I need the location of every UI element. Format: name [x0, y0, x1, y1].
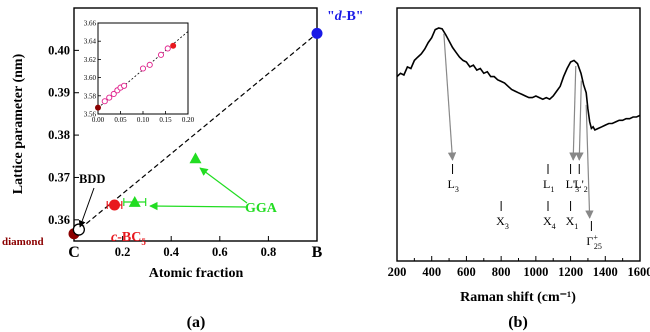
- phonon-arrow: [569, 65, 578, 161]
- annotation-db: "d-B": [327, 9, 364, 24]
- inset-data-point-open: [106, 94, 113, 101]
- phonon-label: X3: [496, 214, 509, 231]
- inset-data-marks: [95, 31, 189, 111]
- inset-tick-labels: 0.00 0.05 0.10 0.15 0.20 3.56 3.58 3.60 3.62 3.64…: [84, 20, 195, 125]
- phonon-arrow: [585, 104, 594, 219]
- annotation-cbc5: c-BC5: [111, 230, 146, 247]
- a-data-marks: [68, 27, 323, 240]
- data-point-open-circle: [72, 223, 86, 236]
- x-end-label-right: B: [312, 244, 323, 261]
- inset-y-tick-label: 3.62: [84, 56, 97, 64]
- a-tick-marks: [74, 49, 269, 241]
- annotation-gga: GGA: [245, 201, 278, 216]
- phonon-label: X4: [543, 214, 556, 231]
- x-tick-label-b: 1400: [593, 265, 618, 279]
- inset-y-tick-label: 3.64: [84, 38, 97, 46]
- inset-y-tick-label: 3.66: [84, 20, 97, 28]
- phonon-label: Γ+ 25: [586, 233, 601, 251]
- y-tick-label-a: 0.36: [48, 213, 70, 227]
- plot-frame-a: [73, 7, 318, 242]
- phonon-label: X1: [566, 214, 579, 231]
- inset-data-point-open: [121, 82, 128, 89]
- inset-y-tick-label: 3.58: [84, 92, 97, 100]
- x-tick-label-b: 600: [457, 265, 476, 279]
- phonon-label: L'3: [566, 177, 580, 194]
- phonon-arrow: [575, 80, 584, 161]
- x-tick-label-b: 200: [388, 265, 407, 279]
- inset-data-point-open: [101, 98, 108, 105]
- x-tick-label-b: 1200: [558, 265, 583, 279]
- arrow-bdd: [78, 187, 95, 228]
- x-tick-label-b: 1000: [523, 265, 548, 279]
- x-axis-title-a: Atomic fraction: [149, 266, 244, 281]
- y-tick-label-a: 0.40: [48, 43, 70, 57]
- phonon-label: L1: [543, 177, 554, 194]
- inset-data-point-open: [110, 90, 117, 98]
- x-axis-title-b: Raman shift (cm⁻¹): [460, 290, 576, 305]
- y-tick-label-a: 0.37: [48, 170, 70, 184]
- inset-data-point-open: [157, 51, 165, 58]
- inset-plot: 0.00 0.05 0.10 0.15 0.20 3.56 3.58 3.60 3.62 3.64…: [84, 20, 195, 125]
- panel-a: 0.2 0.4 0.6 0.8 0.36 0.37 0.38 0.39 0.40 C B Ato…: [2, 7, 364, 331]
- x-tick-label-a: 0.6: [212, 245, 228, 259]
- x-tick-label-a: 0.8: [261, 245, 277, 259]
- x-tick-label-b: 1600: [628, 265, 650, 279]
- phonon-arrow: [443, 33, 457, 161]
- x-tick-label-a: 0.4: [163, 245, 179, 259]
- y-axis-title-a: Lattice parameter (nm): [11, 53, 26, 194]
- inset-x-tick-label: 0.20: [182, 116, 195, 124]
- data-point-circle: [109, 199, 121, 211]
- annotation-bdd: BDD: [79, 172, 105, 186]
- inset-data-point-filled: [170, 42, 177, 49]
- y-tick-label-a: 0.39: [48, 86, 70, 100]
- panel-b: 200 400 600 800 1000 1200 1400 1600 L3 X3 L1 X4 L'3…: [388, 7, 650, 331]
- inset-data-point-open: [139, 65, 147, 72]
- inset-x-tick-label: 0.00: [92, 116, 105, 124]
- phonon-labels: L3 X3 L1 X4 L'3L'2 X1 Γ+ 25: [448, 164, 602, 251]
- arrow-gga-1: [149, 201, 248, 211]
- data-point-triangle: [189, 152, 202, 164]
- a-tick-labels: 0.2 0.4 0.6 0.8 0.36 0.37 0.38 0.39 0.40: [48, 43, 276, 259]
- inset-x-tick-label: 0.05: [114, 116, 127, 124]
- b-tick-labels: 200 400 600 800 1000 1200 1400 1600: [388, 265, 650, 279]
- inset-x-tick-label: 0.15: [159, 116, 172, 124]
- y-tick-label-a: 0.38: [48, 128, 70, 142]
- inset-y-tick-label: 3.60: [84, 74, 97, 82]
- inset-data-point-open: [146, 61, 153, 68]
- b-tick-marks: [396, 256, 641, 261]
- inset-x-tick-label: 0.10: [137, 116, 150, 124]
- inset-data-point-filled: [95, 104, 101, 111]
- phonon-arrows: [443, 33, 594, 219]
- panel-label-a: (a): [187, 314, 206, 331]
- inset-tick-marks: [97, 22, 189, 115]
- panel-label-b: (b): [508, 314, 528, 331]
- raman-spectrum-line: [396, 27, 641, 132]
- x-tick-label-b: 800: [492, 265, 511, 279]
- phonon-label: L3: [448, 177, 459, 194]
- x-tick-label-b: 400: [422, 265, 441, 279]
- inset-y-tick-label: 3.56: [84, 111, 97, 119]
- plot-frame-b: [396, 7, 641, 262]
- annotation-diamond: diamond: [2, 236, 44, 248]
- x-end-label-left: C: [68, 244, 80, 261]
- data-point-triangle: [128, 196, 141, 207]
- data-point-circle: [311, 27, 323, 39]
- x-tick-label-a: 0.2: [115, 245, 131, 259]
- phonon-label: L'2: [574, 177, 588, 194]
- inset-data-point-open: [164, 45, 171, 52]
- arrow-gga-2: [199, 167, 248, 204]
